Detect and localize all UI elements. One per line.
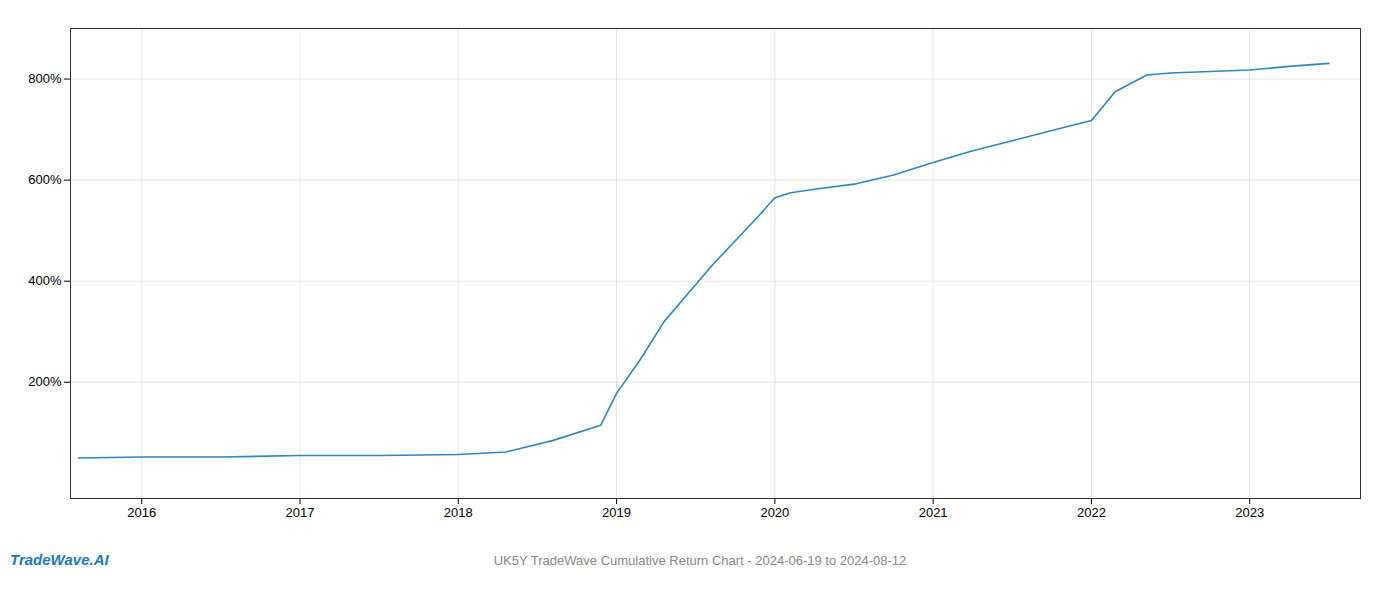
svg-text:2021: 2021 bbox=[919, 505, 948, 520]
svg-text:800%: 800% bbox=[28, 71, 62, 86]
svg-text:600%: 600% bbox=[28, 172, 62, 187]
svg-text:2023: 2023 bbox=[1235, 505, 1264, 520]
svg-text:2018: 2018 bbox=[444, 505, 473, 520]
svg-text:2016: 2016 bbox=[127, 505, 156, 520]
svg-text:2020: 2020 bbox=[760, 505, 789, 520]
svg-text:400%: 400% bbox=[28, 273, 62, 288]
svg-text:2022: 2022 bbox=[1077, 505, 1106, 520]
html-text:TradeWave.AI: TradeWave.AI bbox=[10, 551, 109, 568]
svg-text:2017: 2017 bbox=[286, 505, 315, 520]
html-text:UK5Y TradeWave Cumulative Retu: UK5Y TradeWave Cumulative Return Chart -… bbox=[493, 553, 907, 568]
svg-text:2019: 2019 bbox=[602, 505, 631, 520]
svg-text:200%: 200% bbox=[28, 374, 62, 389]
